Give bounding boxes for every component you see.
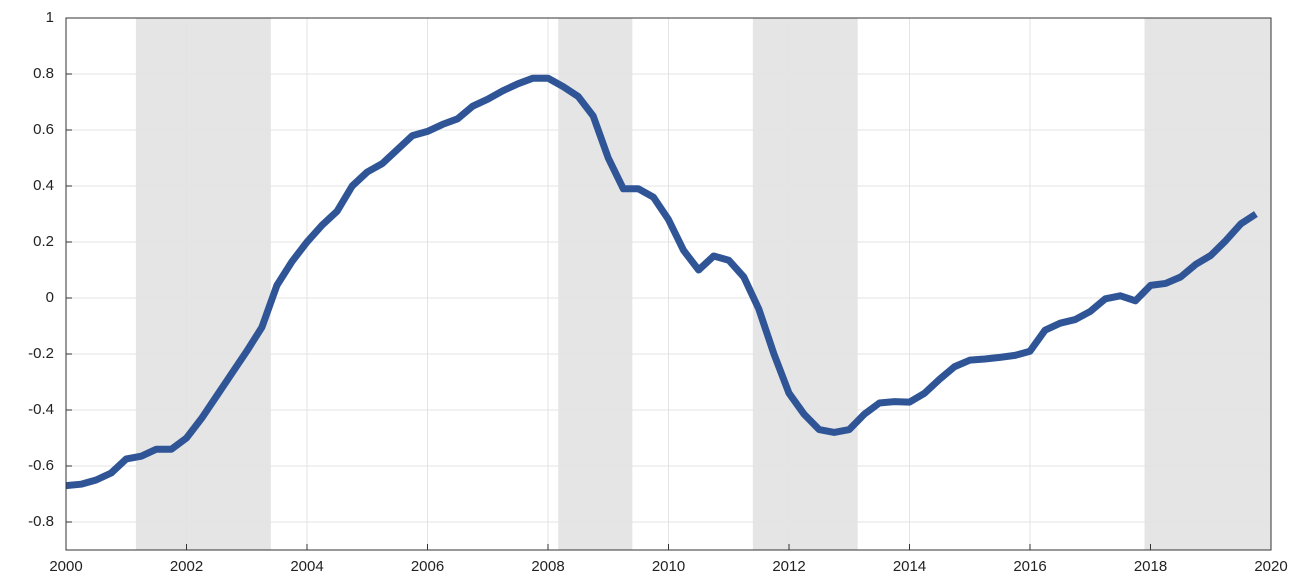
x-tick-label: 2006 [411,558,444,575]
shaded-region [558,18,633,550]
plot-frame [65,17,1272,551]
x-tick-label: 2012 [772,558,805,575]
x-tick-label: 2020 [1254,558,1287,575]
x-tick-label: 2014 [893,558,926,575]
x-tick-label: 2010 [652,558,685,575]
y-tick-label: -0.4 [28,401,54,418]
y-tick-label: 0.2 [33,233,54,250]
x-tick-label: 2002 [170,558,203,575]
y-tick-label: -0.8 [28,513,54,530]
y-tick-label: 0.4 [33,177,54,194]
data-line [65,74,1258,490]
x-tick-label: 2004 [290,558,323,575]
y-tick-label: -0.6 [28,457,54,474]
y-tick-label: 0.6 [33,121,54,138]
shaded-region [752,18,858,550]
x-tick-label: 2000 [49,558,82,575]
y-tick-label: 0.8 [33,65,54,82]
y-tick-label: 0 [46,289,54,306]
x-tick-label: 2018 [1134,558,1167,575]
x-tick-label: 2016 [1013,558,1046,575]
x-tick-label: 2008 [531,558,564,575]
y-tick-label: 1 [46,9,54,26]
y-tick-label: -0.2 [28,345,54,362]
shaded-region [135,18,271,550]
